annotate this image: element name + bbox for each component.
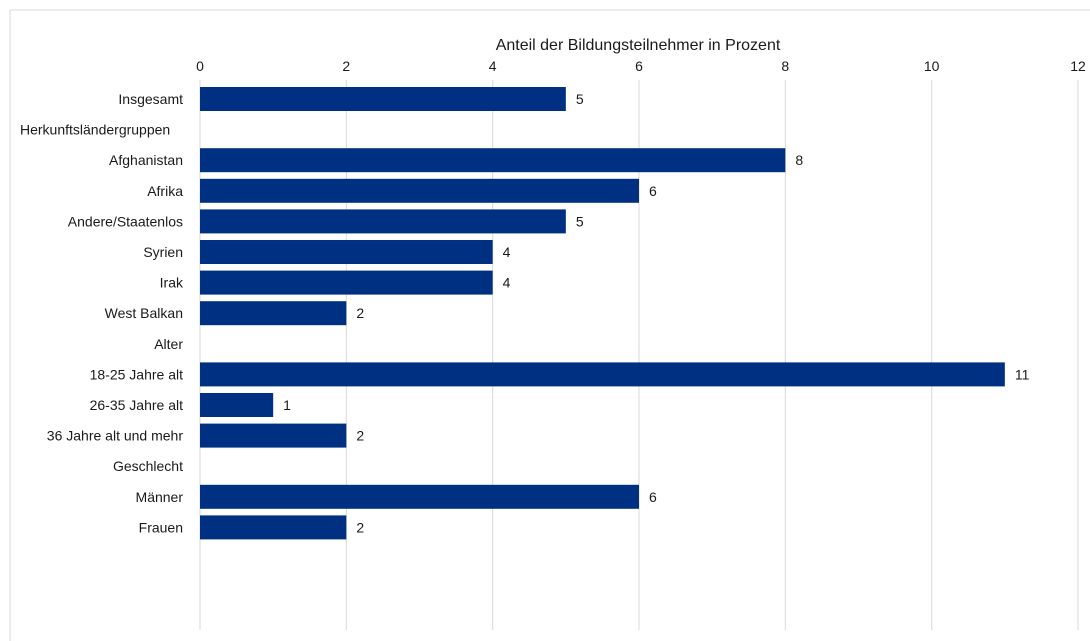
bar-value-label: 8 [795,152,803,168]
x-tick-label: 4 [489,58,497,74]
x-tick-label: 6 [635,58,643,74]
bar [200,393,274,417]
x-tick-label: 8 [781,58,789,74]
category-label: Insgesamt [118,91,183,107]
bar-value-label: 5 [576,213,584,229]
category-label: West Balkan [105,305,183,321]
category-label: Frauen [139,519,183,535]
x-tick-label: 0 [196,58,204,74]
bar-value-label: 1 [283,397,291,413]
bar [200,270,493,295]
bar-value-label: 11 [1015,366,1030,382]
x-tick-label: 12 [1070,58,1086,74]
bar-value-label: 4 [503,275,511,291]
bar [200,515,347,540]
x-tick-label: 10 [924,58,940,74]
category-label: Afghanistan [109,152,183,168]
bar-value-label: 2 [356,519,364,535]
bar [200,209,566,234]
category-label: Männer [136,489,184,505]
bar-value-label: 6 [649,489,657,505]
group-header-label: Herkunftsländergruppen [20,122,170,138]
bar-value-label: 2 [356,305,364,321]
bar [200,87,566,111]
bar-value-label: 5 [576,91,584,107]
x-tick-label: 2 [342,58,350,74]
group-header-label: Geschlecht [113,458,183,474]
bar [200,148,786,173]
bar [200,484,639,509]
bar [200,362,1005,387]
category-label: Afrika [147,183,183,199]
category-label: Andere/Staatenlos [68,213,183,229]
category-label: Syrien [143,244,183,260]
bar [200,178,639,203]
category-labels: Insgesamt 5 Herkunftsländergruppen Afghanis… [20,91,1030,535]
group-header-label: Alter [154,336,183,352]
category-label: 36 Jahre alt und mehr [47,428,184,444]
category-label: Irak [160,275,184,291]
category-label: 26-35 Jahre alt [90,397,184,413]
bar [200,301,347,326]
bar-value-label: 4 [503,244,511,260]
bar-value-label: 6 [649,183,657,199]
bar-value-label: 2 [356,428,364,444]
category-label: 18-25 Jahre alt [90,366,184,382]
bar [200,423,347,448]
chart-title: Anteil der Bildungsteilnehmer in Prozent [496,37,781,54]
bars [200,87,1005,540]
x-axis-ticks: 0 2 4 6 8 10 12 [196,58,1086,74]
bar [200,240,493,264]
